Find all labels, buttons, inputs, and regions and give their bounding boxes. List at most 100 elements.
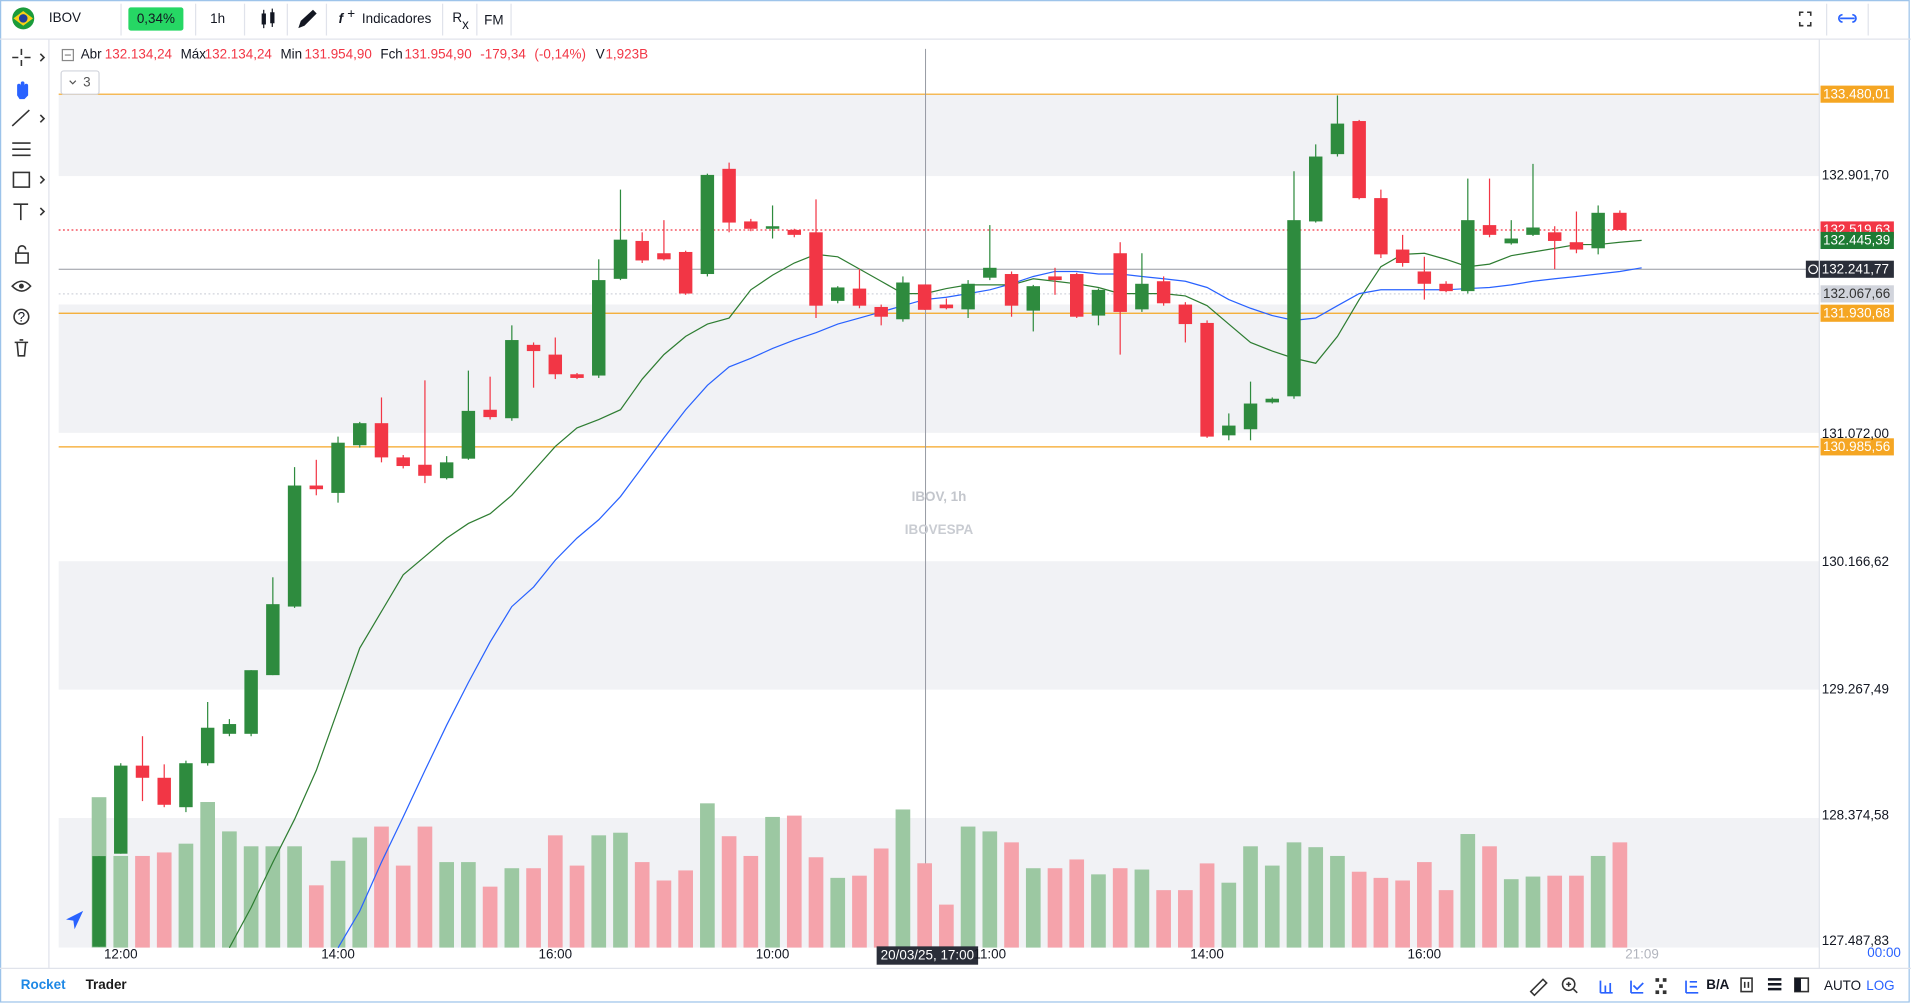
list-button[interactable] [1767, 978, 1782, 991]
replay-sub: x [462, 17, 469, 32]
symbol[interactable]: IBOV [49, 10, 81, 25]
log-button[interactable]: LOG [1866, 978, 1894, 993]
candle-body [1461, 220, 1475, 292]
volume-bar [1395, 880, 1410, 948]
brand-trader: Trader [86, 977, 128, 992]
candle-body [396, 457, 410, 467]
info-value: 131.954,90 [305, 47, 372, 62]
link-button[interactable] [1838, 13, 1857, 23]
candle-body [1156, 281, 1171, 304]
volume-bar [982, 831, 998, 948]
volume-bar [547, 835, 563, 948]
scale-button[interactable] [1685, 980, 1699, 994]
delete-tool[interactable] [14, 339, 29, 357]
brand-rocket: Rocket [21, 977, 66, 992]
candle-body [331, 442, 345, 493]
grid-button[interactable] [1655, 978, 1667, 995]
candle-body [1352, 121, 1366, 199]
crosshair-add-icon [1808, 264, 1819, 275]
candle-body [722, 168, 736, 223]
candle-body [983, 267, 997, 278]
lock-tool[interactable] [15, 245, 29, 264]
volume-bar [439, 862, 454, 948]
info-value: 131.954,90 [404, 47, 471, 62]
volume-bar [1069, 859, 1085, 948]
help-tool[interactable]: ? [13, 308, 30, 325]
text-tool[interactable] [13, 203, 46, 221]
candle-body [1417, 271, 1432, 284]
navigate-button[interactable] [66, 910, 84, 930]
candle-body [1070, 274, 1084, 317]
volume-bar [569, 865, 585, 948]
volume-bar [808, 857, 824, 948]
candle-body [353, 423, 367, 446]
candle-body [1526, 227, 1540, 235]
price-label: 131.930,68 [1823, 305, 1890, 320]
change-value: 0,34% [137, 11, 175, 26]
y-tick-label: 129.267,49 [1822, 681, 1889, 696]
indicator-button[interactable] [1630, 980, 1644, 994]
candle-body [1569, 242, 1584, 250]
candle-body [1026, 286, 1040, 311]
volume-button[interactable] [1599, 980, 1613, 994]
candle-body [374, 423, 389, 458]
candle-body [200, 727, 215, 764]
replay-button[interactable]: R [452, 10, 462, 25]
candle-body [570, 374, 584, 378]
info-change-pct: (-0,14%) [534, 47, 586, 62]
compare-button[interactable] [1794, 977, 1810, 993]
volume-bar [330, 860, 346, 948]
book-button[interactable] [1740, 977, 1753, 993]
ruler-button[interactable] [1529, 978, 1548, 997]
pan-tool[interactable] [17, 81, 29, 100]
volume-bar [1004, 842, 1019, 948]
candle-body [1243, 403, 1258, 430]
candle-body [809, 232, 823, 306]
bid-ask-button[interactable]: B/A [1706, 977, 1729, 992]
indicators-button[interactable]: Indicadores [362, 11, 432, 26]
volume-bar [482, 886, 498, 948]
candle-body [135, 765, 150, 778]
x-tick-label: 12:00 [104, 946, 138, 961]
legend-collapse[interactable] [61, 48, 74, 62]
interval[interactable]: 1h [210, 11, 225, 26]
chart-type-button[interactable] [261, 8, 275, 29]
svg-text:?: ? [18, 309, 25, 324]
auto-button[interactable]: AUTO [1824, 978, 1861, 993]
volume-bar [765, 816, 780, 948]
line-tool[interactable] [11, 109, 46, 127]
y-tick-label: 132.901,70 [1822, 167, 1889, 182]
volume-bar [461, 862, 476, 948]
volume-bar [873, 848, 889, 948]
fullscreen-button[interactable] [1798, 11, 1812, 27]
x-tick-label: 14:00 [1190, 946, 1224, 961]
candle-body [222, 724, 237, 734]
candle-body [1048, 276, 1062, 281]
shape-tool[interactable] [12, 171, 46, 188]
volume-bar [830, 877, 846, 948]
volume-bar [1438, 890, 1454, 948]
visibility-tool[interactable] [11, 280, 32, 292]
indicator-count-box[interactable] [60, 70, 100, 95]
volume-bar [135, 855, 150, 948]
y-tick-label: 127.487,83 [1822, 933, 1889, 948]
price-label-bg [1820, 285, 1894, 303]
volume-bar [287, 846, 302, 948]
candle-body [657, 253, 671, 260]
fib-tool[interactable] [12, 142, 31, 157]
draw-button[interactable] [298, 9, 317, 29]
formula-button[interactable]: FM [484, 12, 503, 27]
volume-bar [1503, 879, 1519, 948]
volume-bar [1569, 875, 1584, 948]
volume-bar [1221, 882, 1237, 948]
volume-bar [200, 802, 216, 948]
x-tick-label: 10:00 [756, 946, 790, 961]
candle-body [1395, 249, 1410, 263]
volume-bar [1351, 871, 1367, 948]
band [58, 561, 1820, 690]
zoom-button[interactable] [1561, 977, 1578, 994]
volume-bar [265, 846, 281, 948]
crosshair-tool[interactable] [12, 48, 46, 67]
candle-body [1287, 220, 1301, 397]
